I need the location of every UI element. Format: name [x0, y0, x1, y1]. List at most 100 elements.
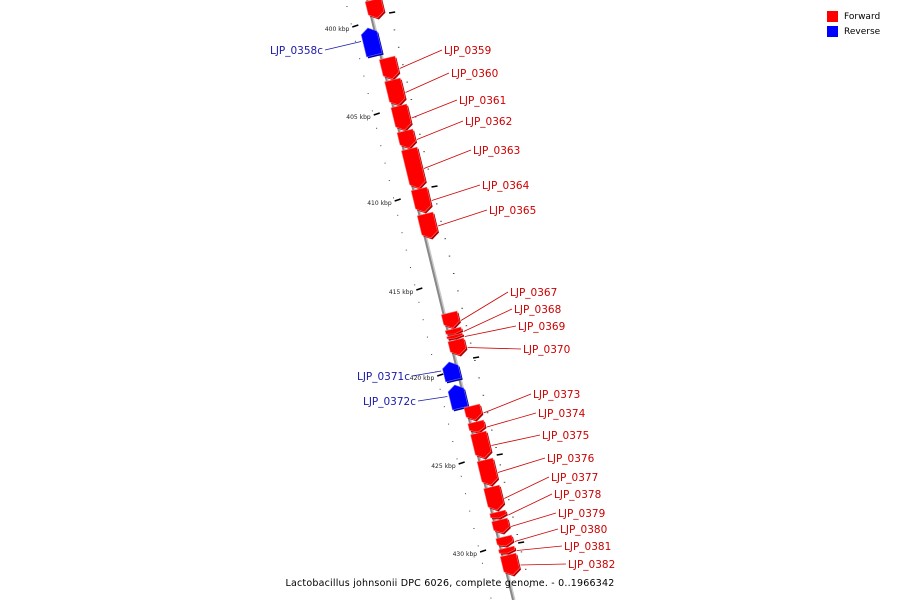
minor-tick-right — [474, 360, 476, 361]
strand-mark — [472, 356, 480, 359]
minor-tick-left — [401, 232, 403, 234]
gene-block-ljp_0359 — [378, 55, 400, 80]
gene-block-ljp_0367 — [441, 310, 460, 329]
leader-line — [504, 476, 550, 499]
leader-line — [324, 41, 362, 51]
minor-tick-right — [508, 499, 510, 501]
major-tick — [437, 373, 444, 377]
leader-line — [405, 72, 450, 93]
gene-block-ljp_0372c — [447, 384, 469, 411]
minor-tick-left — [439, 388, 441, 390]
minor-tick-left — [465, 493, 467, 495]
legend-item-forward: Forward — [827, 9, 890, 24]
genome-title: Lactobacillus johnsonii DPC 6026, comple… — [285, 578, 615, 589]
gene-block — [364, 0, 385, 19]
gene-label-ljp_0364: LJP_0364 — [482, 180, 530, 192]
minor-tick-left — [431, 354, 433, 355]
leader-line — [437, 209, 488, 227]
major-tick — [458, 461, 465, 465]
gene-block-ljp_0380 — [495, 534, 514, 547]
minor-tick-left — [426, 336, 428, 338]
gene-block-ljp_0374 — [467, 419, 486, 433]
minor-tick-right — [406, 81, 408, 83]
minor-tick-left — [363, 75, 365, 77]
gene-block-ljp_0369 — [446, 332, 464, 340]
gene-label-ljp_0369: LJP_0369 — [518, 321, 565, 333]
minor-tick-left — [448, 423, 450, 425]
leader-line — [508, 493, 553, 516]
leader-line — [416, 120, 464, 140]
gene-label-ljp_0362: LJP_0362 — [465, 116, 512, 128]
minor-tick-left — [452, 441, 454, 442]
gene-block-ljp_0363 — [401, 146, 426, 189]
strand-mark — [496, 453, 503, 456]
minor-tick-right — [491, 429, 493, 431]
minor-tick-left — [354, 40, 356, 42]
minor-tick-left — [473, 528, 475, 529]
gene-label-ljp_0358c: LJP_0358c — [270, 45, 323, 57]
minor-tick-left — [486, 580, 488, 582]
minor-tick-left — [409, 267, 411, 268]
minor-tick-left — [469, 510, 471, 512]
minor-tick-left — [414, 284, 416, 286]
minor-tick-left — [418, 301, 420, 303]
gene-block-ljp_0382 — [499, 552, 520, 576]
legend: Forward Reverse — [827, 9, 890, 39]
minor-tick-right — [444, 238, 447, 240]
tick-label: 405 kbp — [346, 114, 371, 121]
legend-label-forward: Forward — [844, 11, 881, 22]
leader-line — [411, 370, 442, 377]
gene-label-ljp_0368: LJP_0368 — [514, 304, 561, 316]
minor-tick-right — [440, 220, 442, 222]
forward-swatch — [827, 11, 838, 22]
leader-line — [460, 291, 509, 321]
gene-label-ljp_0360: LJP_0360 — [451, 68, 498, 80]
gene-label-ljp_0377: LJP_0377 — [551, 472, 598, 484]
leader-line — [514, 528, 559, 542]
minor-tick-left — [477, 545, 479, 547]
gene-label-ljp_0379: LJP_0379 — [558, 508, 605, 520]
minor-tick-right — [393, 29, 396, 31]
minor-tick-right — [482, 394, 485, 396]
minor-tick-right — [457, 290, 459, 292]
gene-label-ljp_0365: LJP_0365 — [489, 205, 536, 217]
gene-block-ljp_0364 — [410, 186, 432, 213]
minor-tick-left — [456, 458, 458, 460]
gene-block-ljp_0361 — [390, 103, 412, 131]
strand-mark — [518, 541, 525, 544]
leader-line — [520, 563, 567, 566]
minor-tick-right — [529, 586, 531, 588]
gene-block-ljp_0379 — [491, 517, 510, 534]
minor-tick-left — [422, 319, 424, 321]
gene-block-ljp_0377 — [483, 484, 504, 511]
reverse-swatch — [827, 26, 838, 37]
leader-line — [399, 49, 443, 69]
minor-tick-left — [443, 406, 445, 408]
minor-tick-right — [419, 133, 421, 135]
minor-tick-right — [495, 447, 497, 448]
major-tick — [352, 24, 359, 28]
gene-label-ljp_0370: LJP_0370 — [523, 344, 570, 356]
gene-block-ljp_0373 — [463, 403, 483, 421]
minor-tick-right — [465, 325, 468, 327]
minor-tick-left — [350, 23, 352, 25]
leader-line — [510, 512, 557, 527]
minor-tick-left — [376, 127, 378, 129]
minor-tick-left — [393, 197, 395, 199]
minor-tick-right — [486, 412, 489, 414]
minor-tick-right — [423, 151, 425, 153]
major-tick — [416, 287, 423, 291]
minor-tick-right — [414, 116, 417, 118]
leader-line — [463, 308, 513, 332]
tick-label: 415 kbp — [389, 289, 414, 296]
leader-line — [497, 457, 546, 473]
strand-mark — [389, 11, 396, 14]
gene-block-ljp_0376 — [476, 457, 498, 486]
gene-label-ljp_0372c: LJP_0372c — [363, 396, 416, 408]
minor-tick-left — [405, 249, 407, 251]
gene-block-ljp_0375 — [470, 430, 492, 459]
minor-tick-right — [461, 307, 463, 309]
major-tick — [479, 549, 487, 553]
leader-line — [417, 396, 448, 402]
